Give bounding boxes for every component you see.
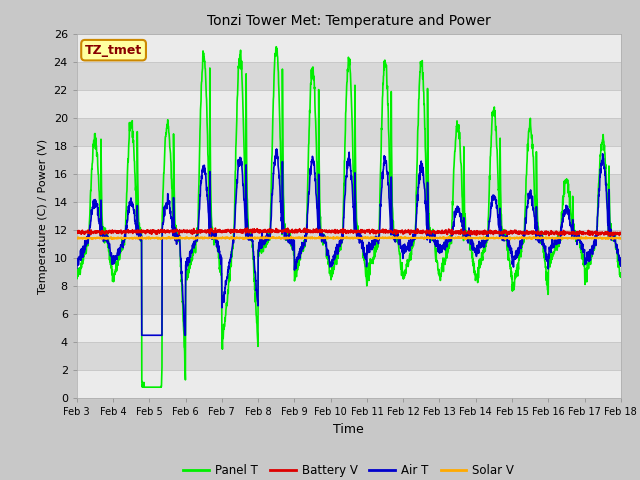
Air T xyxy=(508,247,515,252)
Title: Tonzi Tower Met: Temperature and Power: Tonzi Tower Met: Temperature and Power xyxy=(207,14,491,28)
Bar xyxy=(77,314,621,342)
Bar xyxy=(77,258,621,286)
Bar xyxy=(77,230,621,258)
Panel T xyxy=(377,164,385,169)
Bar xyxy=(77,371,621,398)
Bar xyxy=(77,90,621,118)
Solar V xyxy=(506,237,514,242)
Bar xyxy=(77,342,621,371)
Line: Air T: Air T xyxy=(77,149,621,335)
Bar xyxy=(77,34,621,61)
Bar xyxy=(77,118,621,146)
Battery V xyxy=(605,233,612,239)
Battery V xyxy=(507,230,515,236)
Line: Panel T: Panel T xyxy=(77,47,621,387)
Air T xyxy=(138,332,146,338)
Solar V xyxy=(376,235,384,240)
Battery V xyxy=(225,228,232,233)
Battery V xyxy=(244,225,252,231)
Air T xyxy=(73,265,81,271)
Air T xyxy=(570,227,577,232)
Air T xyxy=(617,263,625,269)
Bar xyxy=(77,174,621,202)
Panel T xyxy=(73,275,81,280)
Legend: Panel T, Battery V, Air T, Solar V: Panel T, Battery V, Air T, Solar V xyxy=(179,459,519,480)
Air T xyxy=(584,252,592,258)
Solar V xyxy=(617,236,625,241)
Panel T xyxy=(138,384,146,390)
Air T xyxy=(225,266,232,272)
Battery V xyxy=(617,230,625,236)
Battery V xyxy=(569,230,577,236)
Panel T xyxy=(365,271,372,276)
Solar V xyxy=(570,236,577,241)
Y-axis label: Temperature (C) / Power (V): Temperature (C) / Power (V) xyxy=(38,138,48,294)
Line: Solar V: Solar V xyxy=(77,237,621,240)
Solar V xyxy=(177,234,184,240)
X-axis label: Time: Time xyxy=(333,423,364,436)
Air T xyxy=(365,240,372,245)
Bar xyxy=(77,61,621,90)
Panel T xyxy=(584,260,592,266)
Battery V xyxy=(584,231,592,237)
Air T xyxy=(273,146,280,152)
Solar V xyxy=(508,235,515,241)
Air T xyxy=(377,204,385,209)
Battery V xyxy=(365,229,372,235)
Solar V xyxy=(584,235,592,241)
Panel T xyxy=(570,211,577,216)
Panel T xyxy=(225,278,232,284)
Bar xyxy=(77,202,621,230)
Solar V xyxy=(225,235,232,241)
Text: TZ_tmet: TZ_tmet xyxy=(85,44,142,57)
Bar xyxy=(77,146,621,174)
Panel T xyxy=(617,274,625,280)
Line: Battery V: Battery V xyxy=(77,228,621,236)
Panel T xyxy=(508,274,515,280)
Battery V xyxy=(73,229,81,235)
Solar V xyxy=(365,234,372,240)
Bar xyxy=(77,286,621,314)
Panel T xyxy=(273,44,280,49)
Battery V xyxy=(376,229,384,235)
Solar V xyxy=(73,235,81,241)
